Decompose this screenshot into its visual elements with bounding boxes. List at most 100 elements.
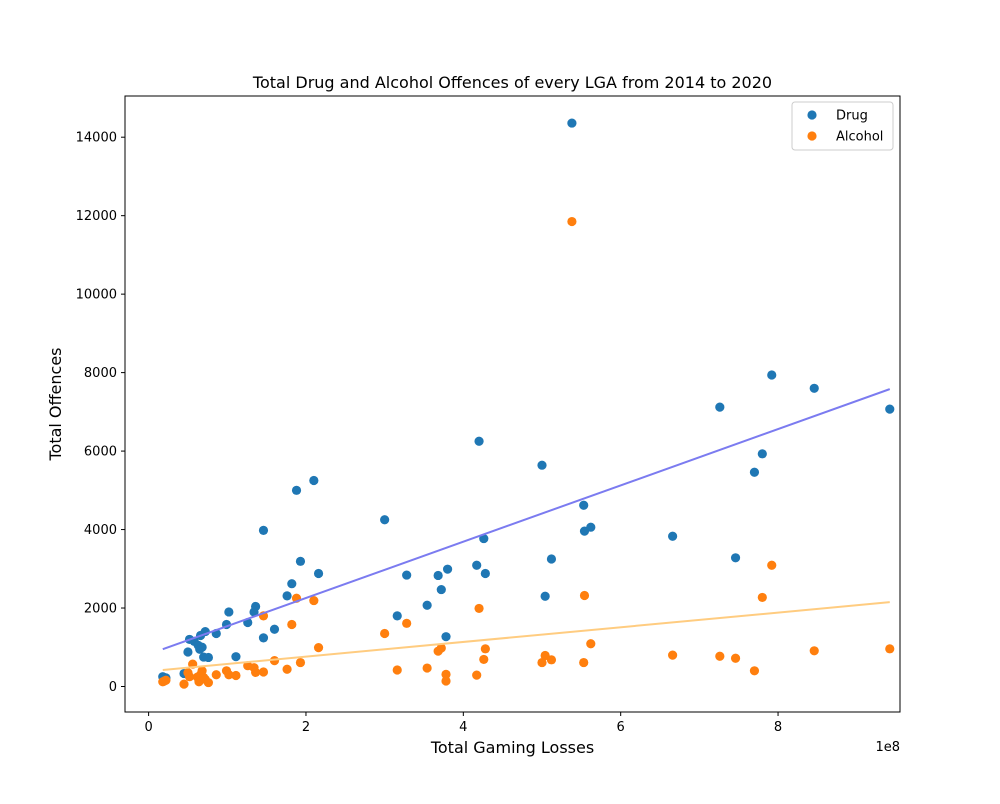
- alcohol-point: [537, 657, 547, 668]
- alcohol-point: [579, 657, 589, 668]
- drug-point: [480, 568, 490, 579]
- legend-label-alcohol: Alcohol: [836, 130, 883, 145]
- alcohol-point: [730, 653, 741, 663]
- drug-point: [422, 600, 432, 610]
- y-tick-label: 6000: [84, 445, 117, 460]
- drug-point: [433, 570, 443, 581]
- y-tick-label: 2000: [84, 602, 117, 617]
- alcohol-point: [422, 663, 432, 673]
- alcohol-point: [179, 679, 189, 689]
- legend-label-drug: Drug: [836, 109, 868, 124]
- alcohol-point: [258, 667, 269, 677]
- drug-point: [757, 449, 767, 459]
- x-axis-offset-text: 1e8: [875, 740, 900, 755]
- alcohol-point: [380, 628, 390, 639]
- drug-point: [715, 402, 725, 412]
- drug-point: [392, 611, 402, 621]
- alcohol-point: [749, 666, 760, 676]
- plot-marks: [158, 118, 895, 689]
- alcohol-point: [402, 618, 412, 628]
- drug-point: [183, 647, 193, 657]
- drug-point: [540, 591, 550, 601]
- drug-point: [251, 601, 261, 612]
- plot-frame: [124, 95, 901, 713]
- alcohol-point: [668, 650, 678, 660]
- legend-marker-drug: [807, 110, 817, 120]
- drug-point: [258, 525, 269, 535]
- alcohol-point: [757, 592, 767, 603]
- alcohol-point: [436, 643, 446, 653]
- drug-point: [231, 652, 241, 662]
- series-drug: [158, 118, 895, 683]
- alcohol-point: [203, 677, 214, 688]
- alcohol-point: [269, 656, 280, 666]
- alcohol-point: [392, 665, 402, 675]
- drug-point: [287, 579, 297, 589]
- drug-point: [258, 633, 269, 643]
- alcohol-point: [479, 654, 489, 665]
- legend: Drug Alcohol: [791, 101, 894, 151]
- drug-point: [203, 652, 214, 663]
- drug-point: [269, 624, 280, 634]
- drug-point: [567, 118, 577, 128]
- x-tick-label: 2: [302, 720, 310, 735]
- alcohol-point: [579, 590, 590, 601]
- y-tick-label: 8000: [84, 366, 117, 381]
- alcohol-point: [287, 619, 297, 630]
- drug-point: [441, 632, 451, 642]
- drug-point: [474, 436, 484, 446]
- series-alcohol: [158, 216, 895, 689]
- drug-point: [537, 460, 547, 470]
- y-tick-label: 10000: [76, 288, 117, 303]
- drug-point: [749, 467, 760, 477]
- alcohol-point: [184, 672, 195, 682]
- alcohol-point: [295, 657, 306, 668]
- alcohol-point: [231, 670, 241, 681]
- x-tick-label: 0: [144, 720, 152, 735]
- drug-point: [809, 383, 819, 393]
- alcohol-trend-line: [162, 601, 890, 672]
- alcohol-point: [441, 669, 451, 679]
- alcohol-point: [586, 639, 596, 649]
- drug-point: [579, 500, 589, 510]
- drug-point: [282, 591, 292, 601]
- drug-point: [295, 556, 306, 566]
- drug-point: [436, 584, 446, 595]
- y-tick-label: 14000: [76, 131, 117, 146]
- alcohol-point: [809, 646, 819, 656]
- x-tick-label: 4: [459, 720, 467, 735]
- drug-point: [885, 404, 895, 414]
- alcohol-point: [546, 655, 557, 665]
- drug-point: [442, 564, 453, 574]
- alcohol-point: [885, 644, 895, 654]
- chart-title: Total Drug and Alcohol Offences of every…: [252, 73, 772, 92]
- y-axis-label: Total Offences: [46, 347, 65, 461]
- alcohol-point: [313, 643, 324, 653]
- alcohol-point: [715, 651, 725, 661]
- alcohol-point: [251, 667, 261, 677]
- drug-point: [380, 515, 390, 525]
- drug-trend-line: [162, 388, 891, 651]
- alcohol-point: [211, 670, 221, 680]
- y-tick-label: 4000: [84, 523, 117, 538]
- drug-point: [197, 642, 207, 652]
- alcohol-point: [472, 670, 482, 680]
- drug-point: [472, 560, 482, 570]
- x-tick-label: 8: [774, 720, 782, 735]
- legend-box: [791, 101, 894, 151]
- alcohol-point: [161, 675, 171, 685]
- drug-point: [730, 553, 741, 563]
- drug-point: [291, 485, 302, 495]
- drug-point: [586, 522, 596, 532]
- alcohol-point: [309, 595, 319, 606]
- alcohol-point: [441, 676, 451, 686]
- legend-marker-alcohol: [807, 131, 817, 141]
- drug-point: [402, 570, 412, 580]
- alcohol-point: [480, 644, 490, 654]
- y-tick-label: 0: [109, 680, 117, 695]
- drug-point: [313, 568, 324, 579]
- x-axis-label: Total Gaming Losses: [430, 738, 594, 757]
- alcohol-point: [567, 216, 577, 227]
